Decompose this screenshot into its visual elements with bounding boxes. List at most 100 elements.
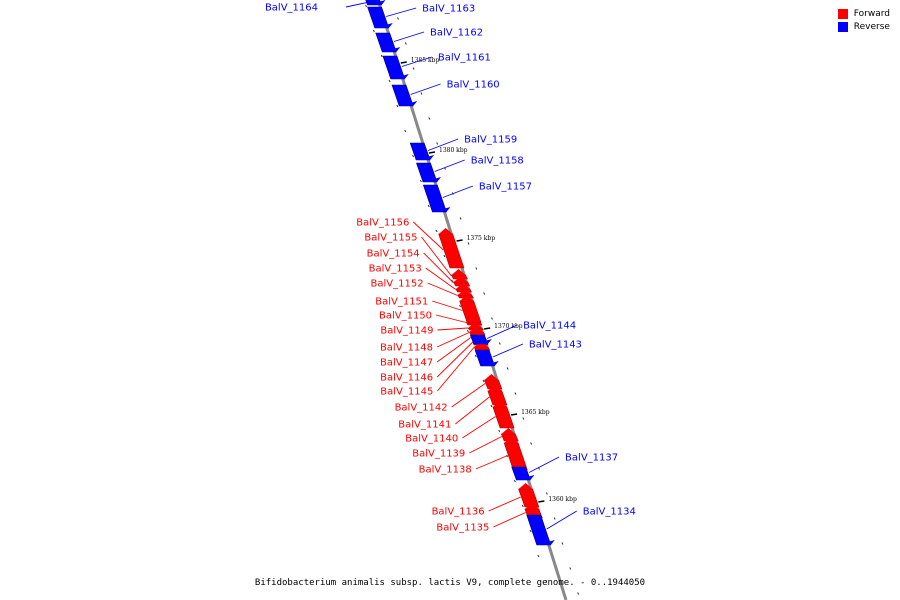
gene-feature-BalV_1160[interactable] [391, 84, 414, 107]
minor-tick-dot [561, 542, 564, 545]
gene-label-BalV_1147[interactable]: BalV_1147 [380, 358, 433, 369]
gene-label-BalV_1150[interactable]: BalV_1150 [379, 311, 432, 322]
minor-tick-dot [380, 54, 383, 58]
gene-arrowhead [367, 0, 386, 5]
gene-leader-line [436, 337, 472, 363]
gene-label-BalV_1137[interactable]: BalV_1137 [565, 453, 618, 464]
minor-tick-dot [569, 567, 572, 570]
minor-tick-dot [412, 154, 415, 158]
gene-label-BalV_1161[interactable]: BalV_1161 [438, 53, 491, 64]
gene-arrowhead [432, 207, 451, 212]
gene-feature-BalV_1156[interactable] [438, 233, 465, 269]
gene-feature-BalV_1136[interactable] [518, 488, 540, 508]
gene-label-BalV_1143[interactable]: BalV_1143 [529, 340, 582, 351]
gene-leader-line [437, 327, 468, 331]
minor-tick-dot [483, 292, 486, 295]
kbp-tick-mark [456, 239, 463, 242]
gene-leader-line [427, 138, 459, 151]
gene-leader-line [451, 383, 486, 408]
gene-arrowhead [374, 23, 393, 28]
gene-arrowhead [459, 295, 474, 301]
gene-label-BalV_1164[interactable]: BalV_1164 [265, 3, 318, 14]
gene-label-BalV_1158[interactable]: BalV_1158 [471, 156, 524, 167]
gene-label-BalV_1157[interactable]: BalV_1157 [479, 182, 532, 193]
gene-label-BalV_1134[interactable]: BalV_1134 [583, 507, 636, 518]
gene-arrowhead [516, 475, 535, 480]
minor-tick-dot [404, 129, 407, 133]
gene-arrowhead [501, 428, 516, 434]
gene-arrowhead [536, 540, 555, 545]
kbp-ticks: 1385 kbp 1380 kbp 1375 kbp 1370 kbp 1365 kbp… [400, 57, 577, 503]
gene-label-BalV_1146[interactable]: BalV_1146 [380, 373, 433, 384]
gene-label-BalV_1139[interactable]: BalV_1139 [412, 449, 465, 460]
legend: Forward Reverse [837, 9, 890, 35]
gene-label-BalV_1135[interactable]: BalV_1135 [436, 523, 489, 534]
gene-label-BalV_1144[interactable]: BalV_1144 [523, 321, 576, 332]
minor-tick-dot [388, 79, 391, 83]
gene-feature-BalV_1145[interactable] [473, 346, 491, 351]
gene-label-BalV_1159[interactable]: BalV_1159 [464, 135, 517, 146]
gene-label-BalV_1156[interactable]: BalV_1156 [356, 218, 409, 229]
minor-tick-dot [459, 217, 462, 220]
gene-label-BalV_1154[interactable]: BalV_1154 [367, 249, 420, 260]
minor-tick-dot [577, 592, 580, 595]
gene-label-BalV_1160[interactable]: BalV_1160 [447, 80, 500, 91]
gene-arrowhead [473, 339, 492, 344]
gene-arrowhead [423, 177, 442, 182]
gene-leader-line [386, 7, 417, 17]
gene-arrowhead [524, 503, 539, 509]
minor-tick-dot [435, 229, 438, 233]
gene-arrowhead [468, 322, 483, 328]
gene-label-BalV_1142[interactable]: BalV_1142 [395, 403, 448, 414]
gene-label-BalV_1138[interactable]: BalV_1138 [419, 465, 472, 476]
gene-label-BalV_1148[interactable]: BalV_1148 [380, 343, 433, 354]
gene-arrowhead [466, 316, 481, 322]
gene-leader-line [492, 343, 524, 358]
minor-tick-dot [428, 117, 431, 120]
gene-leader-line [425, 267, 456, 290]
gene-label-BalV_1155[interactable]: BalV_1155 [364, 233, 417, 244]
gene-feature-BalV_1157[interactable] [422, 184, 447, 213]
gene-label-BalV_1152[interactable]: BalV_1152 [371, 279, 424, 290]
minor-tick-dot [459, 304, 462, 308]
legend-reverse-label: Reverse [853, 22, 890, 32]
gene-feature-BalV_1161[interactable] [382, 55, 406, 80]
gene-arrowhead [451, 269, 466, 275]
gene-label-BalV_1141[interactable]: BalV_1141 [398, 420, 451, 431]
gene-label-BalV_1151[interactable]: BalV_1151 [375, 297, 428, 308]
legend-item-reverse: Reverse [837, 22, 890, 32]
gene-label-BalV_1162[interactable]: BalV_1162 [430, 28, 483, 39]
minor-tick-dot [513, 479, 516, 483]
gene-arrowhead [382, 47, 401, 52]
gene-label-BalV_1140[interactable]: BalV_1140 [405, 434, 458, 445]
minor-tick-dot [521, 504, 524, 508]
gene-label-BalV_1163[interactable]: BalV_1163 [422, 4, 475, 15]
kbp-tick-mark [538, 500, 545, 503]
gene-label-BalV_1149[interactable]: BalV_1149 [380, 326, 433, 337]
minor-tick-dot [412, 67, 415, 70]
gene-leader-line [488, 496, 521, 512]
kbp-tick-label: 1365 kbp [521, 409, 550, 416]
gene-leader-line [436, 342, 473, 378]
gene-arrowhead [455, 283, 470, 289]
gene-leader-line [436, 332, 470, 348]
gene-label-BalV_1145[interactable]: BalV_1145 [380, 387, 433, 398]
genome-caption: Bifidobacterium animalis subsp. lactis V… [254, 578, 646, 588]
kbp-tick-label: 1370 kbp [494, 323, 523, 330]
gene-leader-line [423, 252, 454, 284]
minor-tick-dot [420, 92, 423, 95]
gene-leader-line [475, 455, 508, 470]
kbp-tick-label: 1385 kbp [411, 57, 440, 64]
gene-label-BalV_1153[interactable]: BalV_1153 [369, 264, 422, 275]
minor-tick-dot [522, 417, 525, 420]
kbp-tick-mark [484, 327, 491, 330]
gene-feature-BalV_1140[interactable] [492, 406, 515, 429]
gene-leader-line [413, 221, 444, 251]
legend-item-forward: Forward [837, 9, 890, 19]
gene-label-BalV_1136[interactable]: BalV_1136 [432, 507, 485, 518]
gene-leader-line [437, 347, 475, 392]
gene-feature-BalV_1163[interactable] [367, 6, 390, 29]
gene-feature-BalV_1141[interactable] [487, 390, 508, 406]
minor-tick-dot [365, 4, 368, 8]
legend-forward-label: Forward [853, 9, 890, 19]
